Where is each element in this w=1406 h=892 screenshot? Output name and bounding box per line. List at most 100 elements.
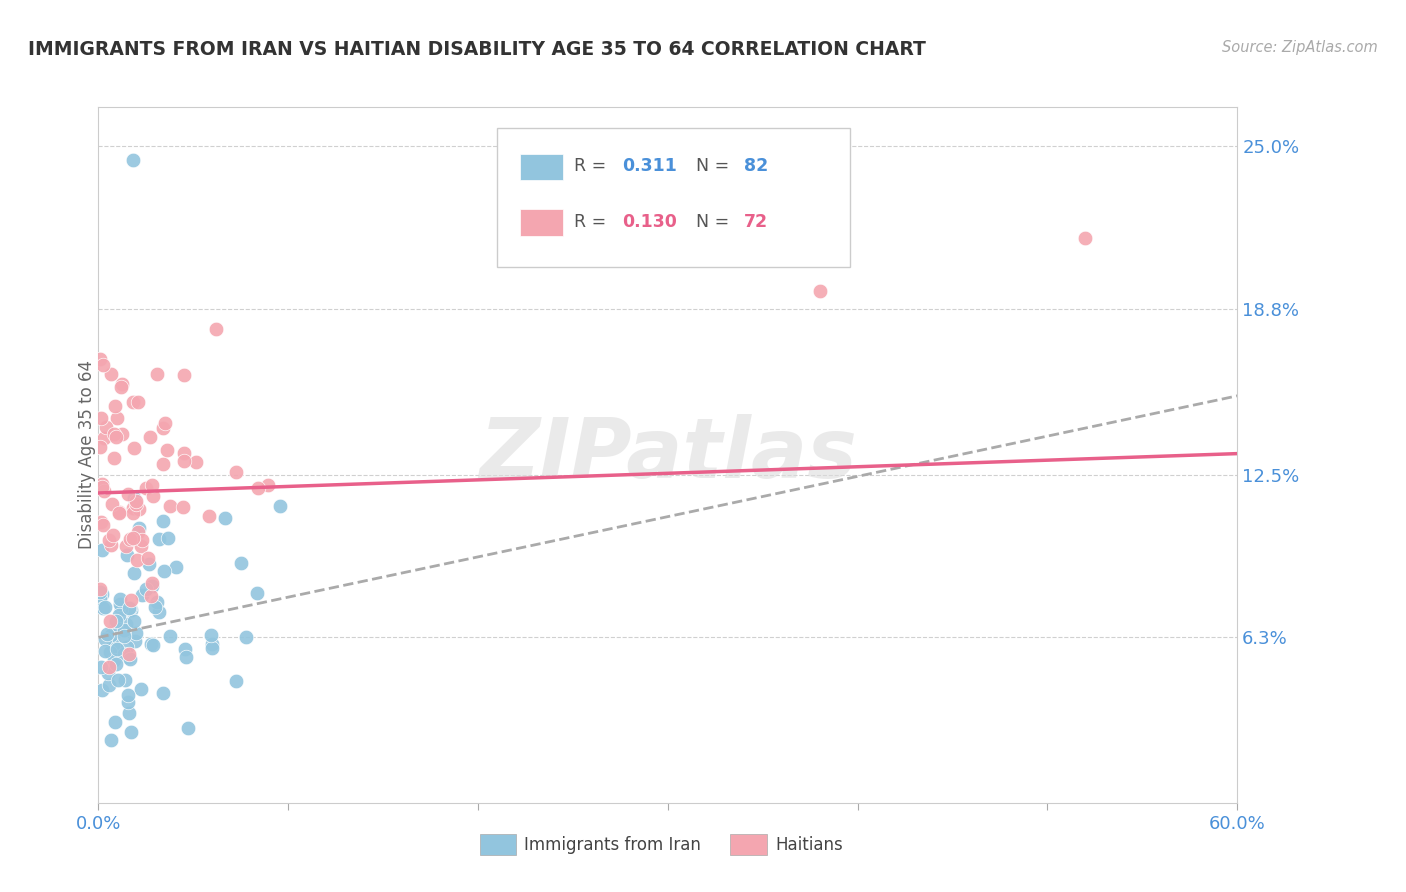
Point	[89, 582, 111, 596]
Point	[105, 617, 128, 632]
Point	[201, 637, 224, 651]
Point	[153, 416, 176, 430]
Point	[174, 650, 197, 665]
Point	[205, 321, 228, 335]
Point	[152, 421, 174, 435]
Point	[125, 494, 148, 508]
Point	[152, 458, 174, 472]
Point	[198, 509, 221, 524]
Point	[110, 600, 132, 615]
Point	[124, 633, 146, 648]
Point	[91, 358, 114, 372]
Point	[104, 614, 127, 628]
Point	[173, 454, 195, 468]
Point	[90, 411, 112, 425]
Point	[114, 673, 136, 687]
Point	[120, 603, 142, 617]
Point	[120, 725, 142, 739]
Point	[229, 557, 252, 571]
Point	[225, 465, 247, 479]
Point	[98, 615, 121, 629]
Point	[173, 368, 195, 383]
Text: R =: R =	[575, 213, 612, 231]
Point	[112, 628, 135, 642]
Point	[90, 682, 112, 697]
Point	[177, 721, 200, 735]
Point	[138, 557, 160, 571]
Point	[152, 686, 174, 700]
Point	[129, 539, 152, 553]
Point	[108, 505, 131, 519]
Point	[101, 497, 124, 511]
Point	[156, 531, 179, 545]
Point	[91, 517, 114, 532]
Text: N =: N =	[696, 213, 735, 231]
Point	[110, 592, 132, 607]
Point	[141, 575, 163, 590]
Point	[122, 491, 145, 506]
Point	[257, 477, 280, 491]
Point	[152, 514, 174, 528]
Point	[93, 483, 115, 498]
Point	[91, 587, 114, 601]
Point	[143, 600, 166, 615]
Point	[105, 410, 128, 425]
Point	[135, 582, 157, 596]
Point	[100, 367, 122, 381]
Point	[118, 647, 141, 661]
Point	[104, 400, 127, 414]
Point	[122, 614, 145, 628]
Point	[111, 377, 134, 392]
Point	[114, 617, 136, 632]
Point	[118, 601, 141, 615]
Point	[100, 628, 122, 642]
Point	[146, 367, 169, 381]
Point	[246, 586, 269, 600]
Point	[148, 605, 170, 619]
Text: 0.130: 0.130	[623, 213, 678, 231]
Point	[96, 627, 118, 641]
Point	[89, 440, 111, 454]
Point	[127, 525, 149, 540]
Point	[131, 588, 153, 602]
Point	[808, 284, 831, 298]
Point	[114, 539, 136, 553]
Point	[97, 660, 120, 674]
Point	[214, 511, 236, 525]
Point	[111, 427, 134, 442]
Text: 82: 82	[744, 157, 769, 175]
FancyBboxPatch shape	[498, 128, 851, 267]
Point	[141, 589, 163, 603]
Point	[98, 678, 121, 692]
Point	[141, 579, 163, 593]
Point	[93, 431, 115, 445]
Point	[184, 455, 207, 469]
Point	[110, 380, 132, 394]
Point	[135, 481, 157, 495]
Point	[153, 564, 176, 578]
Point	[100, 538, 122, 552]
Point	[103, 426, 125, 441]
Point	[90, 515, 112, 529]
Point	[91, 601, 114, 615]
Point	[105, 430, 128, 444]
Point	[101, 528, 124, 542]
Point	[89, 351, 111, 366]
Point	[173, 446, 195, 460]
Point	[159, 499, 181, 513]
Point	[108, 506, 131, 520]
Text: Source: ZipAtlas.com: Source: ZipAtlas.com	[1222, 40, 1378, 55]
Point	[118, 652, 141, 666]
Point	[114, 647, 136, 661]
Point	[156, 443, 179, 458]
Point	[165, 559, 187, 574]
Point	[121, 153, 143, 167]
Text: Haitians: Haitians	[775, 836, 842, 854]
Bar	[479, 834, 516, 855]
Point	[107, 673, 129, 687]
Text: IMMIGRANTS FROM IRAN VS HAITIAN DISABILITY AGE 35 TO 64 CORRELATION CHART: IMMIGRANTS FROM IRAN VS HAITIAN DISABILI…	[28, 40, 927, 59]
Point	[89, 584, 111, 599]
Point	[117, 694, 139, 708]
Point	[98, 533, 121, 548]
Point	[91, 480, 114, 494]
